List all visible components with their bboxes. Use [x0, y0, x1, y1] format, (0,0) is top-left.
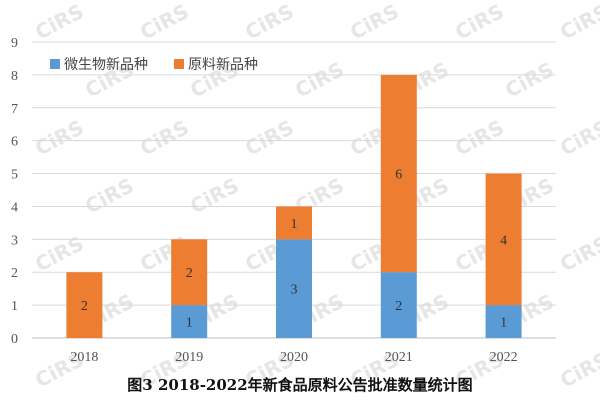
x-tick-label: 2021: [385, 350, 413, 365]
y-tick-label: 3: [11, 233, 18, 248]
watermark-text: CiRS: [556, 0, 600, 44]
bar-segment-material: [380, 74, 417, 273]
bar-segment-microbe: [276, 239, 312, 338]
bar-segment-material: [276, 206, 312, 240]
data-label: 1: [291, 217, 298, 232]
bar-segment-material: [66, 272, 103, 338]
y-tick-label: 8: [11, 69, 18, 84]
x-tick-label: 2018: [70, 350, 98, 365]
watermark-text: CiRS: [501, 57, 558, 102]
watermark-text: CiRS: [556, 115, 600, 160]
watermark-text: CiRS: [136, 115, 193, 160]
watermark-text: CiRS: [241, 0, 298, 44]
x-axis-ticks: 2018 2019 2020 2021 2022: [70, 350, 517, 365]
data-label: 4: [500, 233, 507, 248]
watermark-text: CiRS: [291, 57, 348, 102]
y-axis-ticks: 0 1 2 3 4 5 6 7 8 9: [11, 36, 18, 347]
watermark-text: CiRS: [451, 0, 508, 44]
watermark-text: CiRS: [31, 0, 88, 44]
y-tick-label: 9: [11, 36, 18, 51]
bar-segment-microbe: [380, 272, 417, 338]
x-tick-label: 2022: [490, 350, 518, 365]
data-label: 1: [500, 316, 507, 331]
chart-title: 图3 2018-2022年新食品原料公告批准数量统计图: [127, 376, 473, 394]
watermark-text: CiRS: [31, 115, 88, 160]
y-tick-label: 2: [11, 266, 18, 281]
watermark-text: CiRS: [556, 231, 600, 276]
watermark-text: CiRS: [136, 0, 193, 44]
data-label: 2: [81, 299, 88, 314]
bar-segment-microbe: [485, 305, 522, 338]
legend: 微生物新品种 原料新品种: [50, 57, 258, 73]
bar-segment-material: [171, 239, 208, 306]
data-label: 1: [186, 316, 193, 331]
y-tick-label: 5: [11, 168, 18, 183]
bar-segment-material: [485, 173, 522, 306]
bars: 0212312614: [66, 74, 522, 340]
legend-swatch: [174, 59, 184, 69]
watermark-text: CiRS: [346, 0, 403, 44]
watermark-text: CiRS: [186, 173, 243, 218]
legend-label: 原料新品种: [188, 57, 258, 73]
data-label: 2: [186, 266, 193, 281]
y-tick-label: 0: [11, 332, 18, 347]
y-tick-label: 4: [11, 200, 18, 215]
x-tick-label: 2020: [280, 350, 308, 365]
watermark-text: CiRS: [451, 115, 508, 160]
y-tick-label: 6: [11, 135, 18, 150]
data-label: 3: [291, 283, 298, 298]
y-tick-label: 7: [11, 102, 18, 117]
data-label: 6: [395, 168, 402, 183]
legend-swatch: [50, 59, 60, 69]
legend-label: 微生物新品种: [64, 57, 148, 73]
bar-segment-microbe: [171, 305, 208, 338]
data-label: 2: [395, 299, 402, 314]
x-tick-label: 2019: [175, 350, 203, 365]
y-tick-label: 1: [11, 299, 18, 314]
watermark-text: CiRS: [31, 231, 88, 276]
watermark-text: CiRS: [81, 173, 138, 218]
watermark-text: CiRS: [241, 115, 298, 160]
